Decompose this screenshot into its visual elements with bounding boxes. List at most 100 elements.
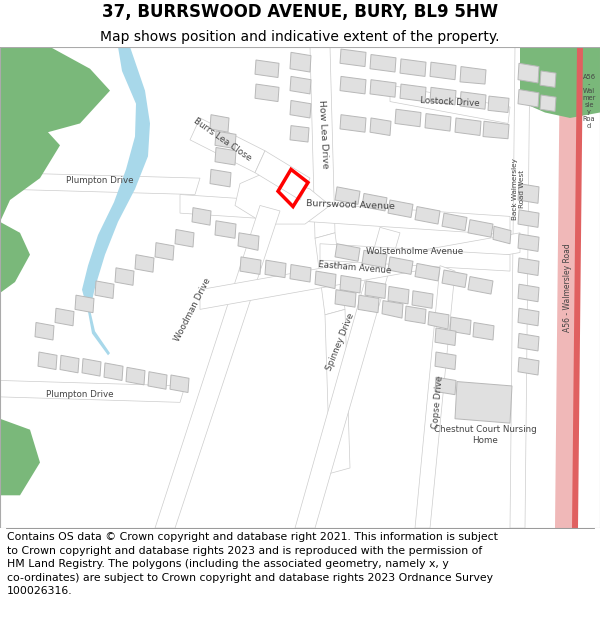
Polygon shape [320,244,510,271]
Polygon shape [540,71,556,88]
Polygon shape [215,131,236,149]
Polygon shape [362,194,387,211]
Polygon shape [415,264,440,281]
Polygon shape [493,226,511,244]
Polygon shape [370,79,396,97]
Polygon shape [435,377,456,395]
Polygon shape [518,357,539,375]
Polygon shape [38,352,57,369]
Polygon shape [435,352,456,369]
Polygon shape [175,229,194,247]
Polygon shape [315,232,345,315]
Text: Contains OS data © Crown copyright and database right 2021. This information is : Contains OS data © Crown copyright and d… [7,532,498,596]
Polygon shape [335,244,360,261]
Polygon shape [540,95,556,111]
Polygon shape [518,308,539,326]
Polygon shape [75,295,94,312]
Polygon shape [370,118,391,136]
Polygon shape [518,234,539,251]
Polygon shape [442,213,467,231]
Text: How Lea Drive: How Lea Drive [317,100,329,169]
Polygon shape [468,276,493,294]
Polygon shape [428,311,449,329]
Polygon shape [510,47,530,528]
Polygon shape [315,271,336,289]
Polygon shape [215,148,236,165]
Polygon shape [126,368,145,385]
Polygon shape [340,115,366,132]
Polygon shape [265,260,286,278]
Text: A56 - Walmersley Road: A56 - Walmersley Road [563,243,571,332]
Polygon shape [388,200,413,217]
Polygon shape [395,109,421,127]
Polygon shape [290,52,311,72]
Polygon shape [400,84,426,101]
Polygon shape [460,92,486,109]
Polygon shape [35,322,54,340]
Polygon shape [390,85,510,124]
Polygon shape [425,114,451,131]
Text: Plumpton Drive: Plumpton Drive [46,390,114,399]
Polygon shape [0,173,200,194]
Polygon shape [170,375,189,392]
Polygon shape [0,222,30,309]
Text: Map shows position and indicative extent of the property.: Map shows position and indicative extent… [100,31,500,44]
Polygon shape [95,281,114,298]
Polygon shape [255,60,279,78]
Polygon shape [442,270,467,288]
Polygon shape [460,66,486,84]
Text: Plumpton Drive: Plumpton Drive [66,176,134,185]
Polygon shape [325,309,350,474]
Polygon shape [148,372,167,389]
Polygon shape [518,334,539,351]
Polygon shape [190,118,265,172]
Polygon shape [115,268,134,285]
Polygon shape [340,49,366,66]
Polygon shape [0,101,60,222]
Polygon shape [572,47,583,528]
Polygon shape [518,184,539,203]
Polygon shape [255,151,310,200]
Polygon shape [382,301,403,318]
Text: Burrswood Avenue: Burrswood Avenue [305,199,395,211]
Polygon shape [488,96,509,112]
Polygon shape [290,264,311,282]
Polygon shape [335,187,360,204]
Polygon shape [295,228,400,528]
Polygon shape [310,47,335,238]
Polygon shape [518,258,539,276]
Polygon shape [388,257,413,274]
Text: Burrs Lea Close: Burrs Lea Close [191,117,253,163]
Polygon shape [455,381,512,423]
Polygon shape [455,118,481,136]
Polygon shape [555,47,580,528]
Polygon shape [483,121,509,139]
Polygon shape [520,47,600,118]
Polygon shape [430,88,456,105]
Polygon shape [255,84,279,101]
Polygon shape [405,306,426,324]
Text: A56
-
Wal
mer
sle
y
Roa
d: A56 - Wal mer sle y Roa d [583,74,596,129]
Text: 37, BURRSWOOD AVENUE, BURY, BL9 5HW: 37, BURRSWOOD AVENUE, BURY, BL9 5HW [102,2,498,21]
Polygon shape [210,115,229,132]
Polygon shape [518,284,539,302]
Polygon shape [55,308,74,326]
Polygon shape [290,126,309,142]
Polygon shape [365,281,386,298]
Polygon shape [155,206,280,528]
Polygon shape [340,76,366,94]
Polygon shape [400,59,426,76]
Polygon shape [358,295,379,312]
Polygon shape [335,290,356,307]
Polygon shape [415,206,440,224]
Polygon shape [135,255,154,272]
Polygon shape [155,242,174,260]
Polygon shape [192,208,211,225]
Polygon shape [518,210,539,227]
Text: Spinney Drive: Spinney Drive [325,312,356,372]
Polygon shape [468,219,493,237]
Text: Lostock Drive: Lostock Drive [420,96,480,108]
Polygon shape [82,47,150,355]
Polygon shape [370,54,396,72]
Polygon shape [180,194,510,235]
